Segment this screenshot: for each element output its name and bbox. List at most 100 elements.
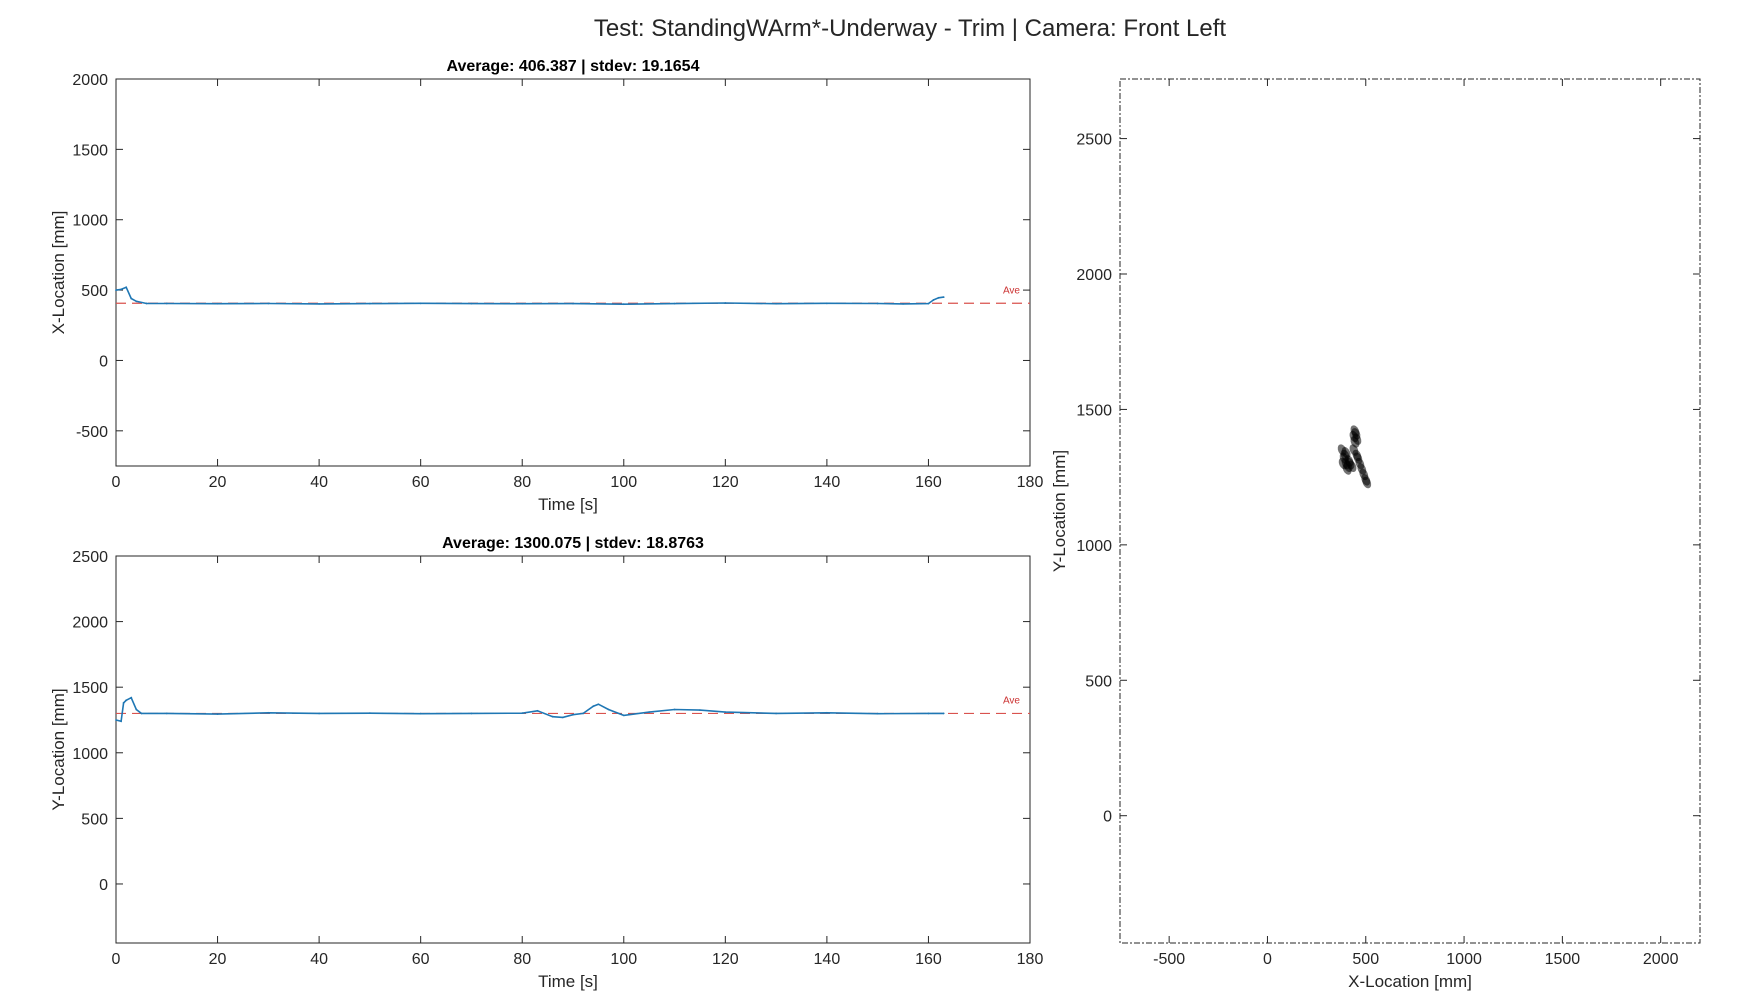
x-tick-label: 160 [915, 951, 942, 968]
data-point [135, 300, 138, 303]
x-tick-label: 180 [1017, 474, 1044, 491]
data-point [419, 712, 422, 715]
y-tick-label: 500 [81, 811, 108, 828]
y-tick-label: 1000 [1076, 538, 1112, 555]
data-point [775, 302, 778, 305]
data-point [582, 712, 585, 715]
x-tick-label: 1000 [1446, 951, 1482, 968]
xy-location-scatter-plot: -500 0 500 1000 1500 2000 0 500 1000 1500 2000 2500… [1050, 78, 1701, 991]
data-point [932, 299, 935, 301]
x-tick-label: 80 [513, 951, 531, 968]
data-point [536, 709, 539, 712]
data-point [115, 719, 117, 721]
y-tick-label: 1000 [72, 213, 108, 230]
data-point [592, 705, 595, 708]
average-label: Ave [1003, 285, 1020, 296]
scatter-point [1349, 430, 1359, 443]
data-point [135, 708, 138, 711]
x-tick-label: 1500 [1545, 951, 1581, 968]
x-tick-label: 180 [1017, 951, 1044, 968]
data-point [942, 296, 945, 299]
data-point [825, 711, 828, 714]
x-axis-label: X-Location [mm] [1348, 972, 1472, 991]
data-point [572, 713, 574, 716]
data-point [120, 288, 122, 291]
scatter-point [1341, 447, 1351, 459]
x-tick-label: 60 [412, 951, 430, 968]
y-tick-label: 500 [1085, 673, 1112, 690]
series-line [115, 286, 944, 306]
data-point [140, 712, 143, 715]
data-point [115, 289, 117, 291]
data-point [775, 712, 778, 715]
y-axis-label: Y-Location [mm] [49, 688, 68, 810]
x-tick-label: 80 [513, 474, 531, 491]
data-point [165, 712, 168, 715]
y-tick-label: -500 [76, 424, 108, 441]
x-tick-label: -500 [1153, 951, 1185, 968]
y-tick-label: 1500 [1076, 402, 1112, 419]
axes-title: Average: 406.387 | stdev: 19.1654 [447, 58, 700, 75]
x-tick-label: 500 [1352, 951, 1379, 968]
data-point [419, 302, 422, 305]
x-tick-label: 20 [209, 474, 227, 491]
data-point [368, 302, 371, 305]
y-tick-label: 0 [1103, 809, 1112, 826]
data-point [607, 708, 610, 711]
x-axis-label: Time [s] [538, 972, 598, 991]
data-point [125, 699, 128, 702]
data-point [724, 711, 727, 714]
data-point [145, 302, 148, 305]
x-tick-label: 100 [610, 951, 637, 968]
data-point [216, 302, 219, 305]
x-tick-label: 0 [1263, 951, 1272, 968]
data-point [942, 712, 945, 715]
y-tick-label: 2000 [1076, 267, 1112, 284]
y-tick-label: 2000 [72, 72, 108, 89]
data-point [597, 703, 600, 706]
data-point [318, 302, 321, 305]
y-axis-label: Y-Location [mm] [1050, 450, 1069, 572]
data-point [673, 708, 676, 711]
y-tick-label: 0 [99, 877, 108, 894]
x-tick-label: 60 [412, 474, 430, 491]
scatter-point [1338, 457, 1348, 470]
data-point [125, 286, 128, 289]
data-point [470, 302, 473, 305]
data-point [521, 302, 524, 305]
x-tick-label: 0 [112, 951, 121, 968]
average-label: Ave [1003, 695, 1020, 706]
scatter-point [1347, 460, 1357, 473]
data-point [673, 302, 676, 305]
figure-title: Test: StandingWArm*-Underway - Trim | Ca… [594, 15, 1227, 42]
x-tick-label: 160 [915, 474, 942, 491]
data-point [470, 712, 473, 715]
data-point [130, 696, 133, 699]
x-tick-label: 40 [310, 474, 328, 491]
x-tick-label: 140 [814, 951, 841, 968]
x-tick-label: 120 [712, 474, 739, 491]
y-tick-label: 2000 [72, 615, 108, 632]
x-axis-label: Time [s] [538, 495, 598, 514]
data-point [318, 712, 321, 715]
data-point [165, 302, 168, 305]
x-tick-label: 120 [712, 951, 739, 968]
x-tick-label: 20 [209, 951, 227, 968]
y-tick-label: 0 [99, 353, 108, 370]
scatter-point [1362, 476, 1372, 489]
axes-box [115, 555, 1031, 944]
axes-box [115, 78, 1031, 467]
axes-title: Average: 1300.075 | stdev: 18.8763 [442, 535, 704, 552]
data-point [648, 711, 651, 714]
data-point [130, 297, 133, 300]
y-tick-label: 1000 [72, 746, 108, 763]
x-location-time-plot: Average: 406.387 | stdev: 19.1654 0 20 40 60… [49, 58, 1043, 514]
data-point [825, 302, 828, 305]
data-point [937, 296, 940, 299]
data-point [120, 720, 122, 723]
data-point [561, 716, 564, 719]
x-tick-label: 0 [112, 474, 121, 491]
data-point [876, 712, 879, 715]
y-tick-label: 1500 [72, 680, 108, 697]
